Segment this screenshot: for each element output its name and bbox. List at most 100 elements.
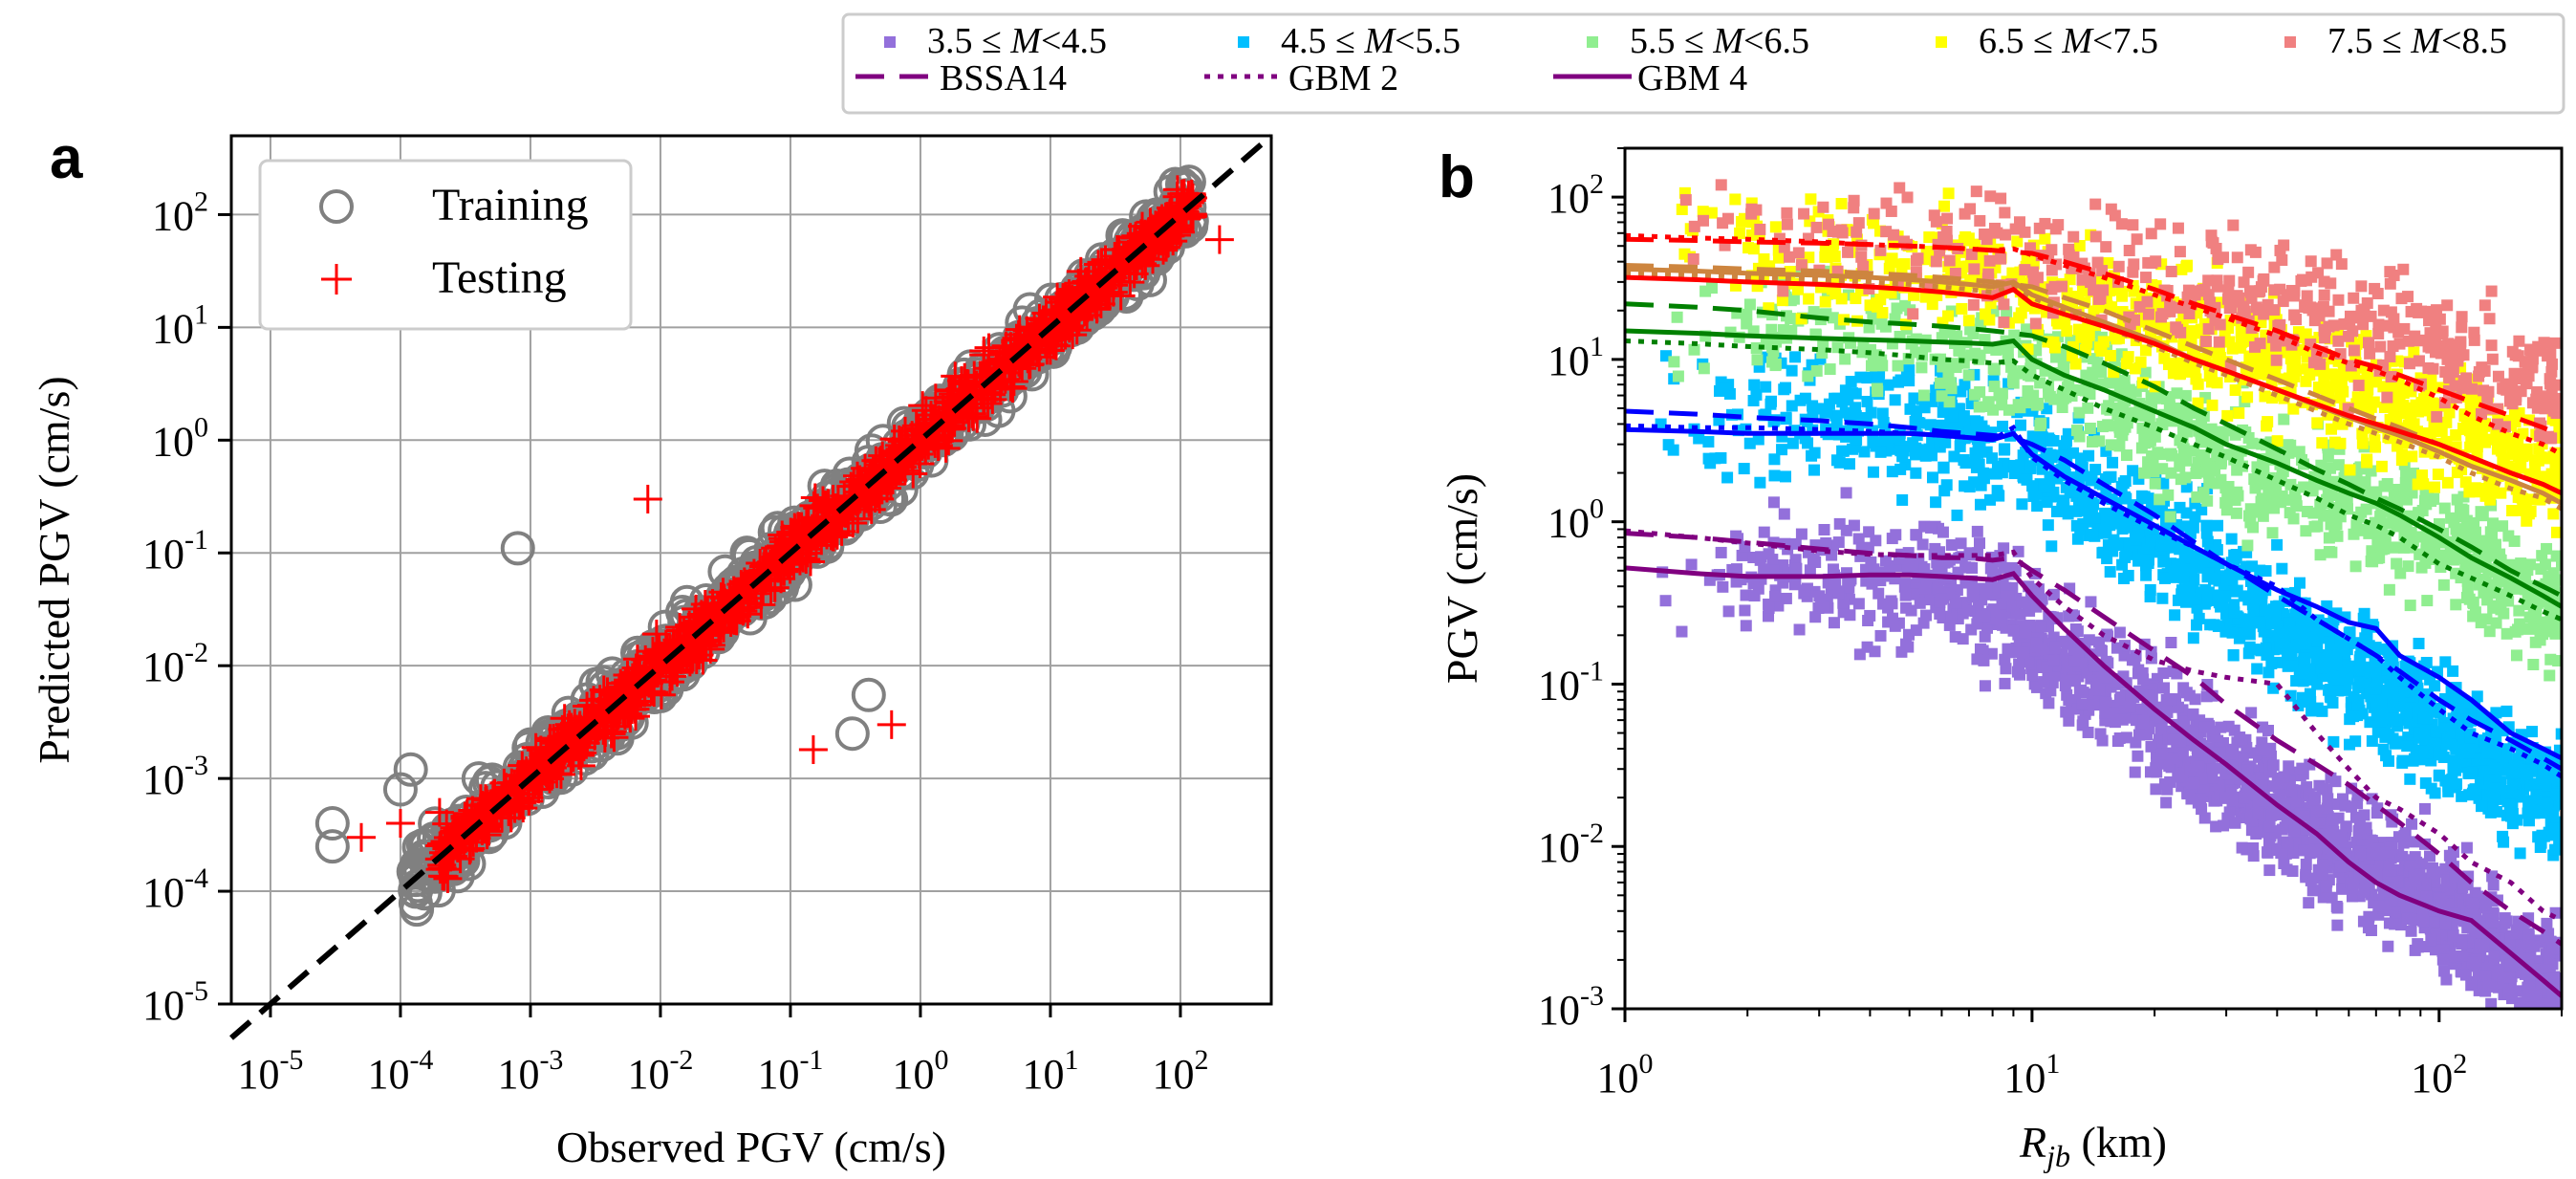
- magnitude-point: [2125, 691, 2137, 704]
- panel-a-x-tick-label: 10-5: [237, 1044, 303, 1098]
- magnitude-point: [2419, 776, 2432, 789]
- magnitude-point: [2298, 844, 2310, 857]
- testing-point: [521, 732, 551, 762]
- magnitude-point: [2013, 658, 2025, 670]
- magnitude-point: [2223, 806, 2236, 819]
- magnitude-point: [2007, 624, 2020, 637]
- magnitude-point: [2288, 824, 2301, 837]
- magnitude-point: [2347, 883, 2359, 895]
- magnitude-point: [2263, 864, 2276, 877]
- magnitude-point: [2015, 419, 2027, 431]
- magnitude-point: [2499, 1017, 2510, 1029]
- testing-point: [908, 391, 938, 421]
- magnitude-point: [2535, 975, 2547, 988]
- magnitude-point: [2441, 884, 2454, 896]
- magnitude-point: [2192, 746, 2204, 758]
- magnitude-point: [1963, 604, 1976, 617]
- magnitude-point: [2158, 778, 2171, 791]
- magnitude-point: [2305, 874, 2317, 886]
- magnitude-point: [1998, 561, 2010, 574]
- training-point: [500, 531, 535, 566]
- magnitude-point: [2116, 713, 2129, 726]
- magnitude-point: [2543, 1012, 2554, 1023]
- magnitude-point: [1740, 620, 1752, 632]
- magnitude-point: [1788, 579, 1801, 591]
- magnitude-point: [2460, 841, 2473, 854]
- testing-point: [429, 862, 459, 891]
- magnitude-point: [2524, 1000, 2537, 1009]
- magnitude-point: [2293, 577, 2305, 589]
- magnitude-point: [2320, 881, 2332, 893]
- panel-a-x-tick-label: 101: [1022, 1044, 1078, 1098]
- magnitude-point: [2398, 829, 2411, 841]
- magnitude-point: [1937, 526, 1949, 538]
- magnitude-point: [2308, 884, 2321, 897]
- magnitude-point: [1799, 584, 1811, 597]
- magnitude-point: [2303, 897, 2315, 909]
- magnitude-point: [2251, 663, 2263, 675]
- magnitude-point: [1874, 629, 1887, 642]
- magnitude-point: [2343, 637, 2355, 649]
- magnitude-point: [2522, 952, 2535, 965]
- magnitude-point: [2018, 646, 2030, 659]
- training-point: [399, 862, 434, 898]
- panel-a-x-tick-label: 10-4: [367, 1044, 433, 1098]
- magnitude-point: [2151, 756, 2163, 769]
- magnitude-point: [2157, 667, 2170, 680]
- panel-a: a 10-5 10-4 10-3 10-2 10-1 100 101 10210-510-41…: [30, 125, 1273, 1171]
- magnitude-point: [2405, 925, 2417, 937]
- magnitude-point: [2392, 876, 2404, 888]
- magnitude-point: [2389, 906, 2401, 919]
- magnitude-point: [2035, 621, 2047, 633]
- magnitude-point: [2183, 787, 2196, 799]
- magnitude-point: [1914, 597, 1926, 609]
- magnitude-point: [1997, 420, 2009, 432]
- training-point: [314, 806, 350, 841]
- magnitude-point: [1676, 625, 1688, 638]
- magnitude-point: [1869, 645, 1881, 658]
- magnitude-point: [2137, 673, 2150, 686]
- testing-point: [1170, 197, 1200, 227]
- magnitude-point: [2522, 929, 2535, 942]
- magnitude-point: [1919, 582, 1932, 595]
- magnitude-point: [2287, 847, 2300, 860]
- magnitude-point: [2418, 802, 2431, 815]
- magnitude-point: [1685, 558, 1698, 571]
- testing-point: [814, 504, 844, 534]
- magnitude-point: [2317, 859, 2329, 871]
- magnitude-point: [2088, 660, 2100, 672]
- magnitude-point: [1861, 395, 1873, 407]
- magnitude-point: [2196, 803, 2208, 816]
- magnitude-point: [2108, 707, 2120, 719]
- magnitude-point: [2366, 734, 2378, 747]
- testing-point: [617, 663, 647, 692]
- magnitude-point: [1808, 553, 1820, 565]
- magnitude-point: [1974, 498, 1986, 511]
- magnitude-point: [2360, 821, 2372, 834]
- magnitude-point: [2278, 857, 2290, 869]
- magnitude-point: [2178, 717, 2191, 730]
- magnitude-point: [2543, 1010, 2554, 1021]
- magnitude-point: [2296, 762, 2308, 775]
- panel-a-y-tick-label: 10-2: [142, 637, 208, 690]
- magnitude-point: [2412, 941, 2424, 953]
- magnitude-point: [2540, 1015, 2551, 1027]
- magnitude-point: [2129, 766, 2141, 778]
- magnitude-point: [2038, 676, 2050, 688]
- magnitude-point: [2457, 882, 2469, 894]
- magnitude-point: [2175, 735, 2187, 748]
- magnitude-point: [1900, 638, 1913, 650]
- panel-a-x-tick-label: 100: [892, 1044, 948, 1098]
- magnitude-point: [2485, 997, 2498, 1009]
- magnitude-point: [1780, 470, 1792, 483]
- magnitude-point: [2304, 688, 2316, 700]
- magnitude-point: [2408, 869, 2420, 882]
- magnitude-point: [2267, 759, 2280, 772]
- magnitude-point: [2160, 797, 2173, 809]
- magnitude-point: [1924, 594, 1937, 606]
- magnitude-point: [1828, 617, 1840, 629]
- magnitude-point: [2326, 891, 2338, 904]
- magnitude-point: [2165, 693, 2177, 706]
- magnitude-point: [1765, 395, 1778, 407]
- magnitude-point: [2358, 886, 2370, 899]
